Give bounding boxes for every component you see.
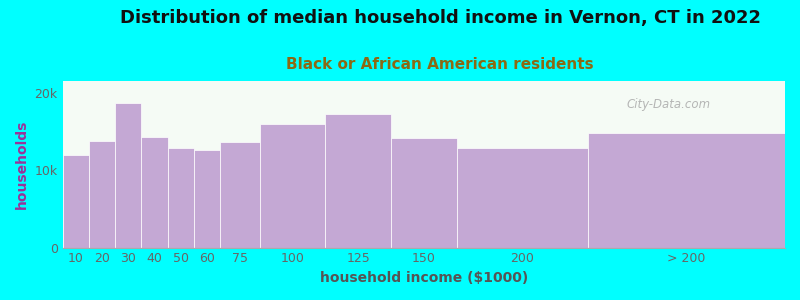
Bar	[391, 138, 457, 248]
Bar	[62, 154, 89, 248]
Text: Black or African American residents: Black or African American residents	[286, 57, 594, 72]
Bar	[326, 114, 391, 248]
Bar	[220, 142, 259, 248]
Bar	[588, 133, 785, 248]
Y-axis label: households: households	[15, 120, 29, 209]
X-axis label: household income ($1000): household income ($1000)	[320, 271, 528, 285]
Text: City-Data.com: City-Data.com	[626, 98, 710, 111]
Bar	[115, 103, 142, 248]
Bar	[142, 137, 168, 248]
Text: Distribution of median household income in Vernon, CT in 2022: Distribution of median household income …	[119, 9, 761, 27]
Bar	[89, 141, 115, 248]
Bar	[194, 150, 220, 248]
Bar	[168, 148, 194, 248]
Bar	[259, 124, 326, 248]
Bar	[457, 148, 588, 248]
